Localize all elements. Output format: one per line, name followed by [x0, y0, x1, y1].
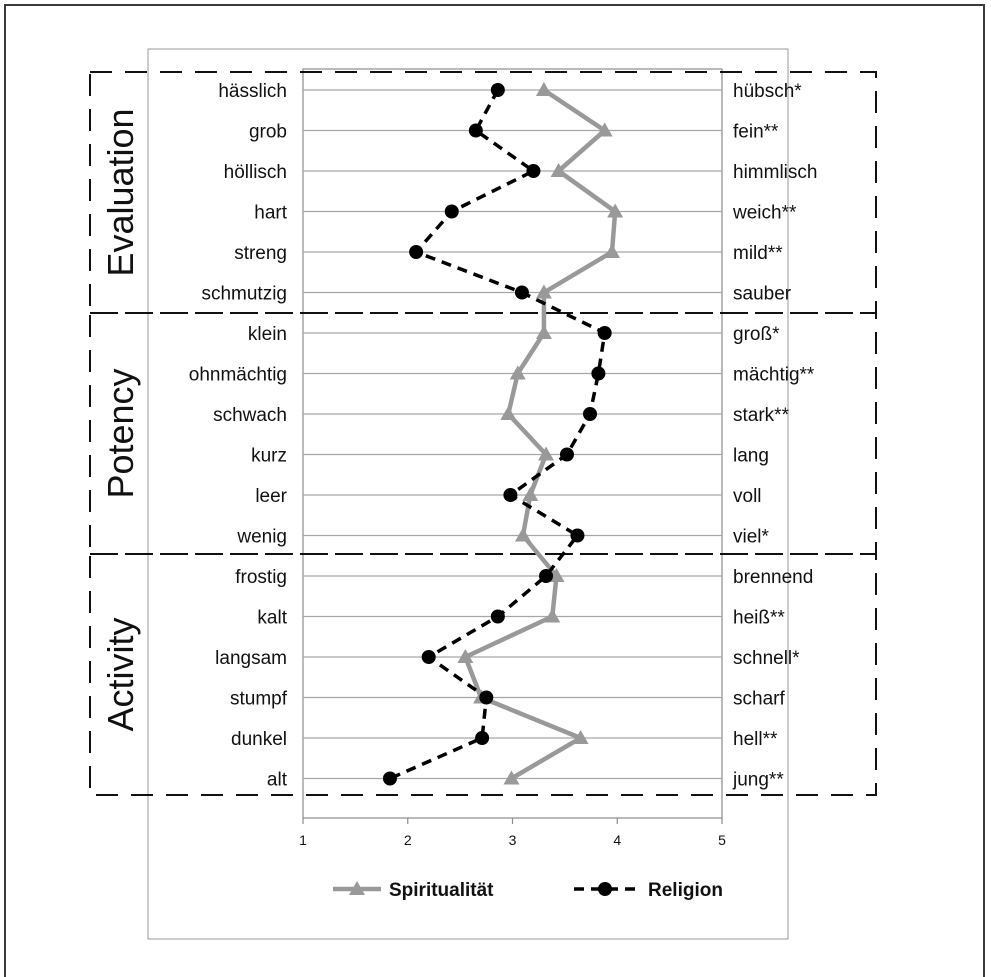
religion-point	[583, 407, 598, 421]
left-adjective-label: frostig	[235, 567, 287, 588]
spiritualitaet-point	[535, 82, 552, 96]
religion-point	[591, 366, 606, 381]
spiritualitaet-point	[514, 527, 531, 542]
series-line-spiritualität	[463, 88, 618, 781]
religion-point	[597, 326, 612, 340]
right-adjective-label: fein**	[733, 122, 779, 143]
section-box-activity	[89, 553, 877, 796]
left-adjective-label: schwach	[213, 405, 287, 426]
religion-point	[475, 731, 490, 745]
right-adjective-label: sauber	[733, 284, 792, 305]
right-adjective-label: weich**	[732, 203, 797, 224]
spiritualitaet-point	[572, 730, 589, 744]
religion-point	[539, 569, 554, 583]
right-adjective-label: jung**	[732, 770, 784, 791]
left-adjective-label: langsam	[215, 648, 287, 669]
x-tick-label: 5	[718, 832, 726, 848]
section-box-potency	[89, 312, 877, 555]
left-adjective-label: ohnmächtig	[189, 365, 287, 386]
right-adjective-label: himmlisch	[733, 162, 817, 183]
right-adjective-label: hell**	[733, 729, 778, 750]
religion-point	[382, 771, 397, 786]
left-adjective-label: grob	[249, 122, 287, 143]
spiritualitaet-point	[500, 406, 517, 420]
right-adjective-label: voll	[733, 486, 762, 507]
spiritualitaet-point	[550, 163, 567, 177]
spiritualitaet-point	[509, 365, 526, 380]
left-adjective-label: hässlich	[218, 81, 287, 102]
x-tick-label: 2	[404, 832, 412, 848]
right-adjective-label: scharf	[733, 689, 785, 710]
left-adjective-label: hart	[254, 203, 287, 224]
legend-label-religion: Religion	[648, 880, 723, 901]
religion-point	[490, 83, 505, 97]
religion-point	[526, 164, 541, 178]
right-adjective-label: mild**	[733, 243, 783, 264]
left-adjective-label: leer	[255, 486, 287, 507]
left-adjective-label: kalt	[257, 608, 287, 629]
right-adjective-label: groß*	[733, 324, 780, 345]
religion-point	[503, 488, 518, 502]
spiritualitaet-point	[535, 284, 552, 299]
left-adjective-label: streng	[234, 243, 287, 264]
spiritualitaet-point	[503, 770, 520, 785]
religion-point	[444, 204, 459, 219]
left-adjective-label: alt	[267, 770, 288, 791]
right-adjective-label: brennend	[733, 567, 813, 588]
left-adjective-label: wenig	[236, 527, 287, 548]
spiritualitaet-point	[535, 325, 552, 339]
left-adjective-label: schmutzig	[201, 284, 287, 305]
left-adjective-label: kurz	[251, 446, 287, 467]
spiritualitaet-point	[457, 649, 474, 663]
x-tick-label: 1	[299, 832, 307, 848]
section-label: Evaluation	[100, 108, 141, 276]
right-adjective-label: lang	[733, 446, 769, 467]
figure-frame	[4, 4, 985, 977]
right-adjective-label: schnell*	[733, 648, 800, 669]
legend-marker-religion	[598, 882, 612, 896]
religion-point	[468, 123, 483, 138]
right-adjective-label: mächtig**	[733, 365, 815, 386]
religion-point	[409, 245, 424, 259]
left-adjective-label: klein	[248, 324, 287, 345]
religion-point	[421, 650, 436, 664]
religion-point	[479, 690, 494, 705]
religion-point	[559, 447, 574, 462]
spiritualitaet-point	[607, 203, 624, 218]
right-adjective-label: heiß**	[733, 608, 785, 629]
right-adjective-label: viel*	[733, 527, 770, 548]
series-line-religion	[389, 89, 607, 781]
section-label: Potency	[100, 368, 141, 498]
left-adjective-label: höllisch	[224, 162, 287, 183]
chart-area-border	[147, 48, 789, 940]
spiritualitaet-point	[544, 608, 561, 623]
religion-point	[514, 285, 529, 300]
section-label: Activity	[100, 617, 141, 731]
spiritualitaet-point	[522, 487, 539, 501]
right-adjective-label: stark**	[733, 405, 790, 426]
legend-label-spiritualitaet: Spiritualität	[389, 880, 494, 901]
spiritualitaet-point	[604, 244, 621, 258]
x-tick-label: 4	[613, 832, 621, 848]
left-adjective-label: stumpf	[230, 689, 288, 710]
spiritualitaet-point	[596, 122, 613, 137]
left-adjective-label: dunkel	[231, 729, 287, 750]
right-adjective-label: hübsch*	[733, 81, 802, 102]
religion-point	[490, 609, 505, 624]
x-tick-label: 3	[509, 832, 517, 848]
legend-marker-spiritualitaet	[349, 881, 365, 895]
spiritualitaet-point	[538, 446, 555, 461]
religion-point	[570, 528, 585, 543]
